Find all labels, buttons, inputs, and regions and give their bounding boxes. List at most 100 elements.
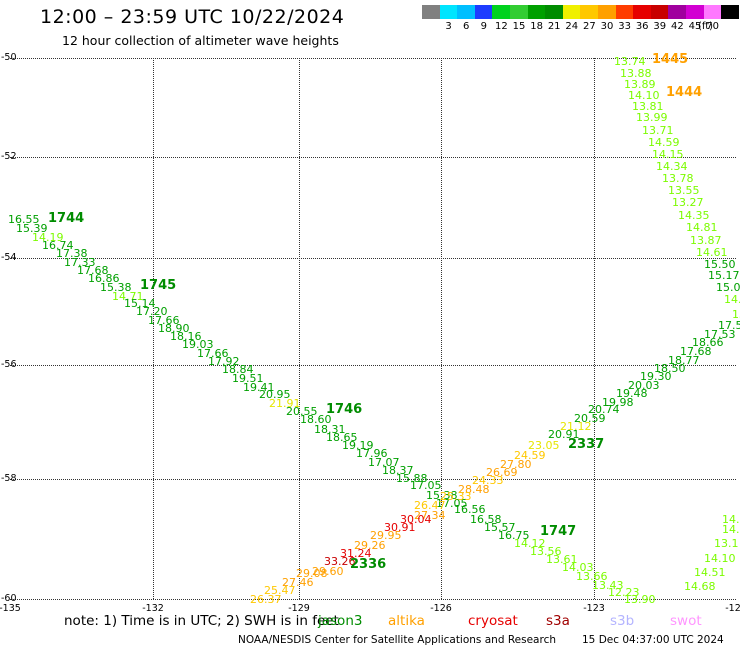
- colorbar-tick-label: 70: [706, 21, 719, 32]
- wave-height-value: 17.5: [718, 319, 740, 332]
- latitude-label: -50: [1, 52, 17, 63]
- legend-item-jason3: jason3: [318, 613, 363, 629]
- wave-height-value: 18.84: [222, 363, 254, 376]
- colorbar-swatch: [615, 5, 634, 19]
- longitude-gridline: [299, 58, 300, 599]
- wave-height-value: 13.90: [624, 593, 656, 606]
- wave-height-value: 27.80: [500, 458, 532, 471]
- colorbar-swatch: [633, 5, 652, 19]
- wave-height-value: 28.48: [458, 483, 490, 496]
- colorbar-swatch: [510, 5, 529, 19]
- wave-height-value: 25.33: [440, 490, 472, 503]
- wave-height-value: 15.39: [16, 222, 48, 235]
- wave-height-value: 19.48: [616, 387, 648, 400]
- wave-height-value: 13.71: [642, 124, 674, 137]
- latitude-gridline: [10, 365, 736, 366]
- wave-height-value: 19.51: [232, 372, 264, 385]
- wave-height-value: 14.: [724, 293, 740, 306]
- wave-height-value: 16.55: [8, 213, 40, 226]
- wave-height-value: 20.59: [574, 412, 606, 425]
- wave-height-value: 13.89: [624, 78, 656, 91]
- wave-height-value: 13.56: [530, 545, 562, 558]
- footer-timestamp: 15 Dec 04:37:00 UTC 2024: [582, 634, 724, 646]
- colorbar-tick-label: 18: [530, 21, 543, 32]
- wave-height-value: 18.60: [300, 413, 332, 426]
- wave-height-value: 20.03: [628, 379, 660, 392]
- wave-height-value: 17.66: [148, 314, 180, 327]
- colorbar-swatch: [439, 5, 458, 19]
- wave-height-value: 27.46: [282, 576, 314, 589]
- colorbar-swatch: [703, 5, 722, 19]
- pass-time-label: 1745: [140, 278, 177, 293]
- wave-height-value: 18.37: [382, 464, 414, 477]
- colorbar-tick-label: 30: [600, 21, 614, 32]
- wave-height-value: 19.98: [602, 396, 634, 409]
- legend-item-altika: altika: [388, 613, 425, 629]
- wave-height-value: 14.81: [686, 221, 718, 234]
- wave-height-value: 14.71: [112, 290, 144, 303]
- wave-height-value: 14.61: [696, 246, 728, 259]
- latitude-label: -60: [1, 593, 17, 604]
- wave-height-value: 12.23: [608, 586, 640, 599]
- colorbar-tick-label: 21: [547, 21, 561, 32]
- pass-time-label: 2337: [568, 437, 605, 452]
- latitude-label: -54: [1, 252, 17, 263]
- wave-height-value: 17.68: [680, 345, 712, 358]
- longitude-label: -126: [430, 603, 452, 614]
- colorbar-swatch: [721, 5, 740, 19]
- wave-height-value: 18.16: [170, 330, 202, 343]
- wave-height-value: 13.81: [632, 100, 664, 113]
- pass-time-label: 1445: [652, 52, 689, 67]
- footer-credit: NOAA/NESDIS Center for Satellite Applica…: [238, 634, 556, 646]
- wave-height-value: 26.37: [250, 593, 282, 606]
- wave-height-value: 26.47: [414, 499, 446, 512]
- wave-height-value: 13.1: [714, 537, 739, 550]
- legend-item-s3a: s3a: [546, 613, 570, 629]
- colorbar-swatch: [580, 5, 599, 19]
- colorbar-tick-label: 33: [618, 21, 631, 32]
- wave-height-value: 18.65: [326, 431, 358, 444]
- wave-height-value: 15.14: [124, 297, 156, 310]
- wave-height-value: 19.19: [342, 439, 374, 452]
- wave-height-value: 20.55: [286, 405, 318, 418]
- wave-height-value: 18.66: [692, 336, 724, 349]
- latitude-gridline: [10, 599, 736, 600]
- wave-height-value: 17.38: [56, 247, 88, 260]
- wave-height-value: 17.53: [704, 328, 736, 341]
- wave-height-value: 30.04: [400, 513, 432, 526]
- wave-height-value: 21.12: [560, 420, 592, 433]
- wave-height-value: 14.51: [694, 566, 726, 579]
- wave-height-value: 29.08: [296, 567, 328, 580]
- wave-height-value: 18.90: [158, 322, 190, 335]
- wave-height-value: 17.05: [410, 479, 442, 492]
- wave-height-value: 13: [732, 308, 740, 321]
- page-subtitle: 12 hour collection of altimeter wave hei…: [62, 33, 339, 48]
- wave-height-value: 14.03: [562, 561, 594, 574]
- wave-height-value: 14.: [722, 523, 740, 536]
- wave-height-value: 15.38: [100, 281, 132, 294]
- wave-height-value: 26.69: [486, 466, 518, 479]
- longitude-gridline: [594, 58, 595, 599]
- colorbar-swatch: [598, 5, 617, 19]
- wave-height-value: 18.50: [654, 362, 686, 375]
- colorbar-swatch: [492, 5, 511, 19]
- wave-height-value: 14.10: [704, 552, 736, 565]
- wave-height-value: 30.91: [384, 521, 416, 534]
- pass-time-label: 1444: [666, 85, 703, 100]
- wave-height-value: 17.68: [77, 264, 109, 277]
- wave-height-value: 19.03: [182, 338, 214, 351]
- pass-time-label: 1744: [48, 211, 85, 226]
- colorbar-swatch: [668, 5, 687, 19]
- wave-height-value: 15.50: [704, 258, 736, 271]
- pass-time-label: 2336: [350, 557, 387, 572]
- wave-height-value: 13.74: [614, 55, 646, 68]
- wave-height-value: 13.99: [636, 111, 668, 124]
- wave-height-value: 15.57: [484, 521, 516, 534]
- wave-height-value: 13.66: [576, 570, 608, 583]
- wave-height-value: 19.30: [640, 370, 672, 383]
- page-title: 12:00 – 23:59 UTC 10/22/2024: [40, 6, 345, 28]
- wave-height-value: 33.26: [324, 555, 356, 568]
- latitude-gridline: [10, 58, 736, 59]
- latitude-gridline: [10, 258, 736, 259]
